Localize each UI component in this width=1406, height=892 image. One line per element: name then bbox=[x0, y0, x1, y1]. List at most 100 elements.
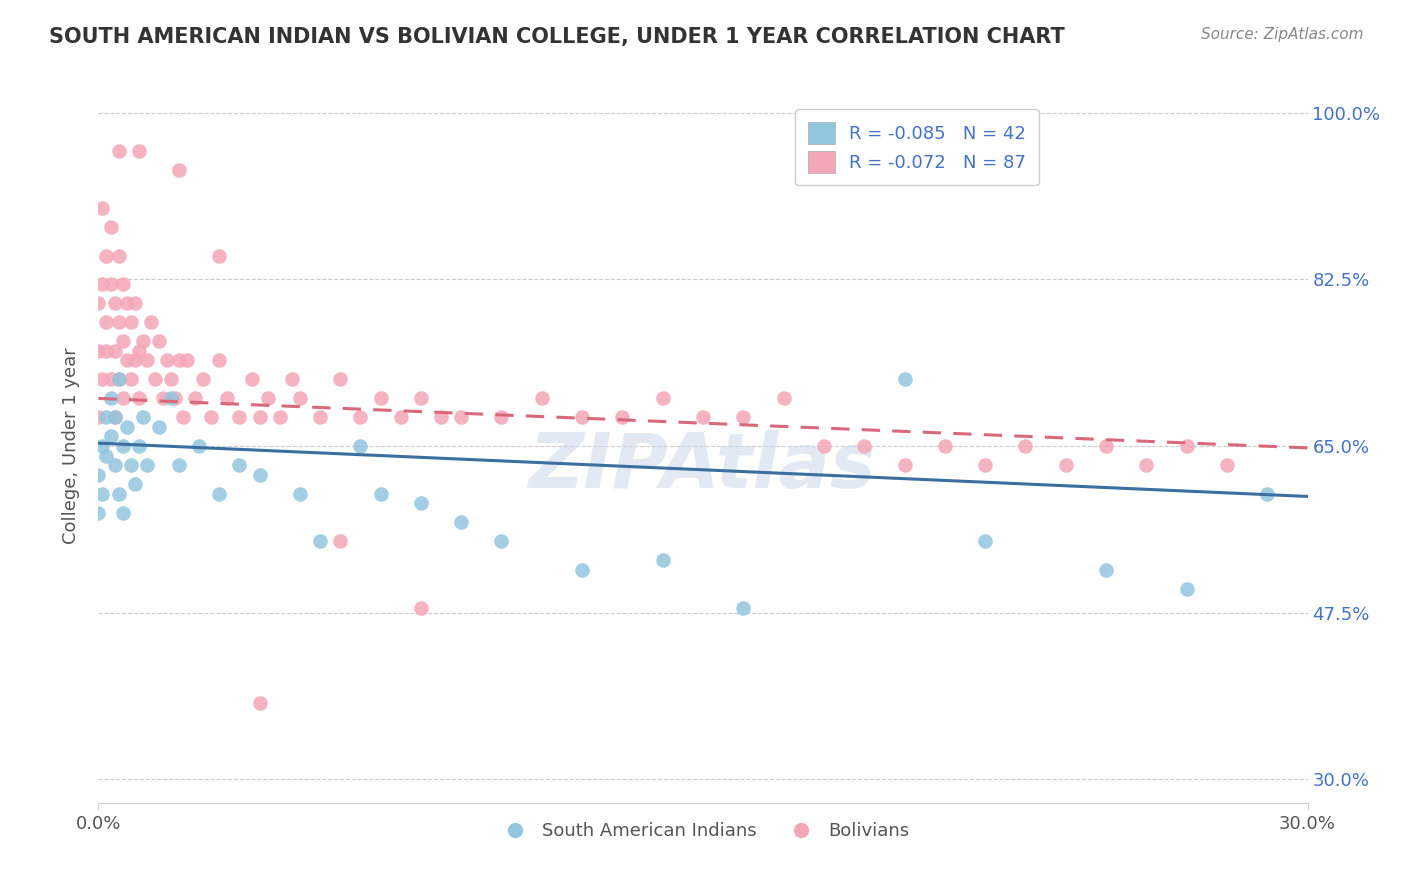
Point bbox=[430, 410, 453, 425]
Point bbox=[370, 486, 392, 500]
Point bbox=[111, 392, 134, 406]
Point bbox=[91, 439, 114, 453]
Point bbox=[228, 458, 250, 472]
Point bbox=[409, 392, 432, 406]
Point bbox=[893, 372, 915, 386]
Point bbox=[974, 534, 997, 549]
Point bbox=[103, 343, 125, 358]
Point bbox=[107, 144, 129, 158]
Point bbox=[249, 410, 271, 425]
Point bbox=[651, 553, 673, 567]
Legend: South American Indians, Bolivians: South American Indians, Bolivians bbox=[489, 815, 917, 847]
Point bbox=[120, 372, 142, 386]
Point bbox=[107, 249, 129, 263]
Point bbox=[132, 410, 155, 425]
Point bbox=[329, 534, 352, 549]
Point bbox=[612, 410, 634, 425]
Point bbox=[733, 600, 755, 615]
Point bbox=[172, 410, 194, 425]
Point bbox=[91, 372, 114, 386]
Point bbox=[124, 353, 146, 368]
Point bbox=[240, 372, 263, 386]
Point bbox=[249, 467, 271, 482]
Point bbox=[87, 343, 110, 358]
Point bbox=[103, 410, 125, 425]
Point bbox=[893, 458, 915, 472]
Point bbox=[217, 392, 239, 406]
Point bbox=[124, 296, 146, 310]
Point bbox=[200, 410, 222, 425]
Point bbox=[107, 315, 129, 329]
Point bbox=[120, 458, 142, 472]
Point bbox=[256, 392, 278, 406]
Point bbox=[1256, 486, 1278, 500]
Point bbox=[160, 372, 183, 386]
Point bbox=[193, 372, 215, 386]
Point bbox=[128, 144, 150, 158]
Y-axis label: College, Under 1 year: College, Under 1 year bbox=[62, 348, 80, 544]
Point bbox=[87, 296, 110, 310]
Point bbox=[409, 600, 432, 615]
Point bbox=[329, 372, 352, 386]
Point bbox=[100, 372, 122, 386]
Point bbox=[96, 343, 118, 358]
Point bbox=[91, 486, 114, 500]
Point bbox=[148, 420, 170, 434]
Point bbox=[370, 392, 392, 406]
Point bbox=[100, 277, 122, 292]
Point bbox=[409, 496, 432, 510]
Point bbox=[135, 353, 157, 368]
Point bbox=[96, 315, 118, 329]
Point bbox=[128, 343, 150, 358]
Point bbox=[156, 353, 179, 368]
Point bbox=[87, 410, 110, 425]
Point bbox=[103, 458, 125, 472]
Point bbox=[167, 353, 190, 368]
Point bbox=[288, 486, 311, 500]
Point bbox=[1014, 439, 1036, 453]
Point bbox=[1175, 439, 1198, 453]
Point bbox=[813, 439, 835, 453]
Point bbox=[281, 372, 304, 386]
Point bbox=[349, 410, 371, 425]
Point bbox=[1175, 582, 1198, 596]
Point bbox=[107, 486, 129, 500]
Point bbox=[450, 515, 472, 529]
Point bbox=[163, 392, 186, 406]
Point bbox=[111, 439, 134, 453]
Point bbox=[103, 296, 125, 310]
Point bbox=[491, 410, 513, 425]
Point bbox=[115, 296, 138, 310]
Point bbox=[733, 410, 755, 425]
Point bbox=[107, 372, 129, 386]
Point bbox=[87, 467, 110, 482]
Point bbox=[288, 392, 311, 406]
Point bbox=[1216, 458, 1239, 472]
Text: ZIPAtlas: ZIPAtlas bbox=[529, 431, 877, 504]
Point bbox=[115, 353, 138, 368]
Point bbox=[124, 477, 146, 491]
Point bbox=[96, 410, 118, 425]
Point bbox=[188, 439, 211, 453]
Point bbox=[91, 201, 114, 215]
Point bbox=[571, 563, 593, 577]
Point bbox=[87, 506, 110, 520]
Point bbox=[167, 458, 190, 472]
Point bbox=[96, 449, 118, 463]
Point bbox=[100, 429, 122, 443]
Point bbox=[128, 392, 150, 406]
Point bbox=[139, 315, 162, 329]
Point bbox=[1095, 439, 1118, 453]
Point bbox=[450, 410, 472, 425]
Point bbox=[651, 392, 673, 406]
Point bbox=[128, 439, 150, 453]
Point bbox=[152, 392, 174, 406]
Point bbox=[249, 696, 271, 710]
Point bbox=[530, 392, 553, 406]
Point bbox=[184, 392, 207, 406]
Point bbox=[934, 439, 956, 453]
Point bbox=[772, 392, 794, 406]
Point bbox=[100, 220, 122, 235]
Text: SOUTH AMERICAN INDIAN VS BOLIVIAN COLLEGE, UNDER 1 YEAR CORRELATION CHART: SOUTH AMERICAN INDIAN VS BOLIVIAN COLLEG… bbox=[49, 27, 1064, 46]
Point bbox=[208, 486, 231, 500]
